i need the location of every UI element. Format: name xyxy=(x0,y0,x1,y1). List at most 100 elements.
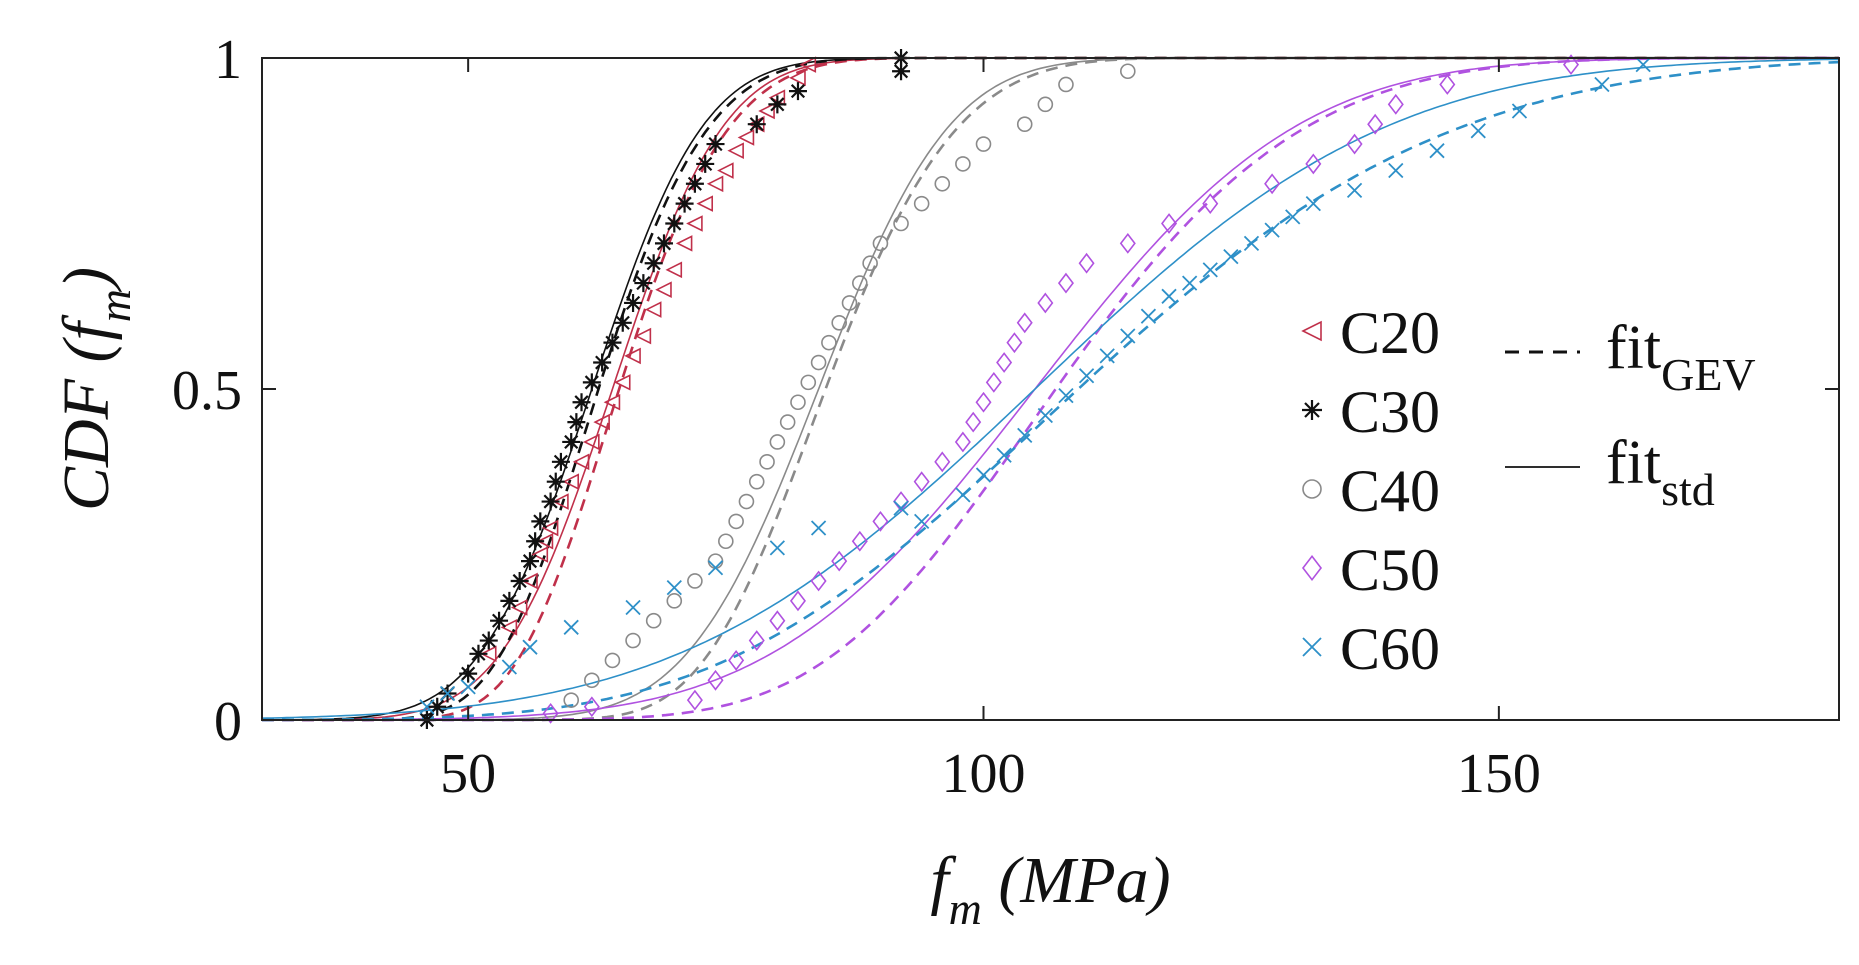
legend-marker-c50 xyxy=(1301,554,1323,582)
marker-c60 xyxy=(1635,56,1651,73)
marker-c30 xyxy=(603,333,622,352)
marker-c50 xyxy=(583,696,600,718)
marker-c40 xyxy=(625,632,641,649)
marker-c50 xyxy=(985,371,1002,393)
marker-c20 xyxy=(644,301,662,318)
marker-c40 xyxy=(862,255,878,272)
marker-c30 xyxy=(567,413,586,432)
marker-c40 xyxy=(563,692,580,708)
marker-c20 xyxy=(789,69,806,87)
marker-c60 xyxy=(996,447,1012,463)
marker-c50 xyxy=(1439,74,1456,95)
y-tick-label: 0.5 xyxy=(172,360,242,422)
y-tick-label: 1 xyxy=(214,29,242,91)
marker-c50 xyxy=(1161,213,1178,234)
x-axis-label: fm (MPa) xyxy=(930,844,1170,934)
marker-c50 xyxy=(728,650,745,671)
marker-c40 xyxy=(955,156,971,172)
marker-c60 xyxy=(1120,328,1136,344)
marker-c30 xyxy=(654,234,673,253)
legend-fit-main: fit xyxy=(1606,429,1661,497)
marker-c40 xyxy=(759,454,775,470)
marker-c50 xyxy=(1202,193,1219,215)
marker-c30 xyxy=(685,174,704,193)
marker-c30 xyxy=(675,194,694,213)
legend-label-c20: C20 xyxy=(1340,300,1440,366)
marker-c40 xyxy=(604,652,621,669)
marker-c20 xyxy=(603,393,621,411)
marker-c20 xyxy=(500,619,518,636)
marker-c30 xyxy=(459,664,478,683)
marker-c40 xyxy=(748,473,765,490)
marker-c50 xyxy=(1346,133,1363,155)
marker-c30 xyxy=(541,492,560,511)
marker-c40 xyxy=(800,374,817,391)
marker-c60 xyxy=(1161,288,1177,304)
legend-label-c40: C40 xyxy=(1340,458,1440,524)
marker-c30 xyxy=(634,274,653,293)
marker-c60 xyxy=(893,500,909,516)
fit-std-c60 xyxy=(261,58,1840,719)
marker-c20 xyxy=(593,413,610,431)
marker-c60 xyxy=(1388,162,1404,179)
legend-fit-sub: std xyxy=(1661,464,1715,515)
legend-label-fit-std: fitstd xyxy=(1606,429,1715,515)
marker-c20 xyxy=(624,347,641,365)
marker-c60 xyxy=(810,520,827,536)
marker-c40 xyxy=(738,493,755,510)
legend-label-c60: C60 xyxy=(1340,616,1440,682)
marker-c60 xyxy=(522,639,538,655)
marker-c50 xyxy=(1037,292,1054,314)
marker-c40 xyxy=(779,414,796,430)
marker-c60 xyxy=(625,599,641,616)
marker-c50 xyxy=(954,431,971,453)
marker-c40 xyxy=(584,672,600,689)
marker-c20 xyxy=(583,433,600,451)
y-axis-label: CDF (fm) xyxy=(50,267,140,511)
marker-c50 xyxy=(810,570,827,592)
marker-c30 xyxy=(526,532,545,551)
marker-c30 xyxy=(490,611,509,630)
marker-c60 xyxy=(439,685,456,702)
marker-c50 xyxy=(965,411,982,433)
x-tick-label: 50 xyxy=(440,743,496,805)
marker-c40 xyxy=(810,354,827,371)
marker-c50 xyxy=(913,471,930,493)
fit-gev-c60 xyxy=(262,60,1840,722)
legend-marker-c30 xyxy=(1302,400,1322,420)
x-axis-label-unit: (MPa) xyxy=(982,844,1171,917)
marker-c50 xyxy=(1006,332,1023,354)
marker-c40 xyxy=(913,195,930,212)
axis-labels: fm (MPa) CDF (fm) xyxy=(50,267,1171,934)
marker-c40 xyxy=(852,275,868,291)
marker-c20 xyxy=(665,261,683,279)
legend-label-fit-gev: fitGEV xyxy=(1606,314,1756,400)
marker-c20 xyxy=(562,473,580,490)
marker-c40 xyxy=(687,573,703,589)
data-markers xyxy=(417,49,1651,729)
marker-c20 xyxy=(727,142,744,159)
marker-c60 xyxy=(1429,143,1445,159)
marker-c60 xyxy=(955,487,971,503)
marker-c30 xyxy=(531,512,550,531)
marker-c50 xyxy=(872,510,889,532)
marker-c30 xyxy=(572,393,591,412)
marker-c60 xyxy=(1305,196,1321,212)
marker-c30 xyxy=(696,154,715,173)
marker-c20 xyxy=(737,129,755,146)
marker-c60 xyxy=(1202,262,1218,278)
marker-c60 xyxy=(914,513,930,530)
marker-c60 xyxy=(1099,348,1115,364)
marker-c40 xyxy=(1120,63,1136,80)
marker-c30 xyxy=(706,135,725,154)
marker-c50 xyxy=(1264,173,1281,195)
legend-fit-sub: GEV xyxy=(1661,349,1756,400)
marker-c40 xyxy=(718,533,734,550)
marker-c50 xyxy=(1387,93,1404,115)
marker-c20 xyxy=(552,493,569,510)
y-axis-label-close: ) xyxy=(50,267,123,293)
marker-c20 xyxy=(717,162,734,179)
marker-c60 xyxy=(1511,103,1528,119)
